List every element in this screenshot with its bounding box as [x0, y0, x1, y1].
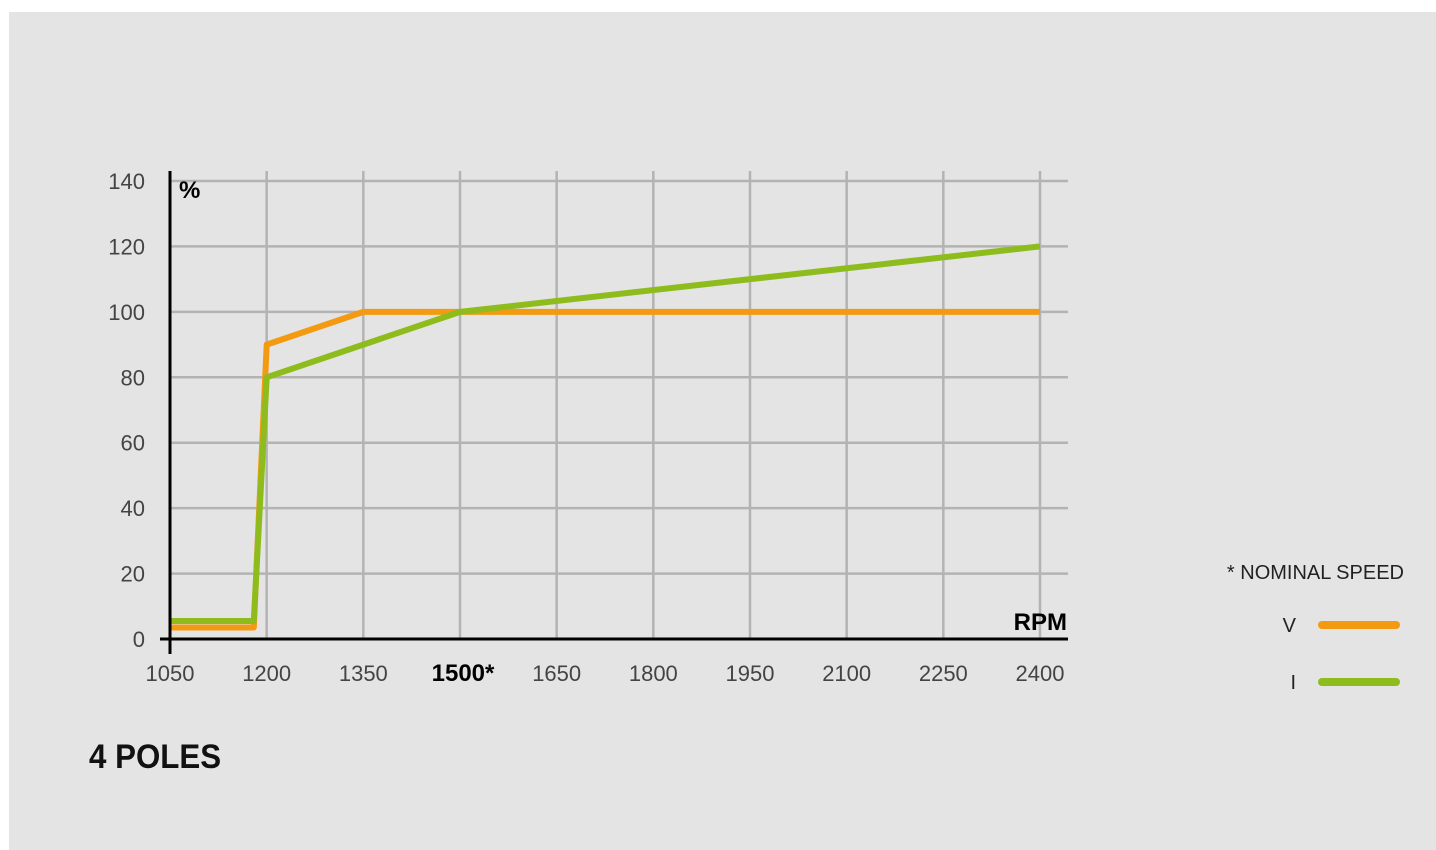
chart-panel	[9, 12, 1436, 850]
y-tick-label: 20	[121, 562, 145, 587]
y-tick-label: 80	[121, 365, 145, 390]
y-tick-labels: 0 20 40 60 80 100 120 140	[108, 169, 145, 652]
x-tick-label: 1350	[339, 661, 388, 686]
x-tick-label: 1800	[629, 661, 678, 686]
series-lines	[170, 243, 1041, 631]
axes	[160, 171, 1068, 654]
x-tick-label: 1050	[146, 661, 195, 686]
x-tick-label: 1950	[726, 661, 775, 686]
y-tick-label: 60	[121, 431, 145, 456]
poles-caption: 4 POLES	[89, 738, 222, 776]
legend-item-I: I	[1290, 672, 1400, 694]
legend-label: I	[1290, 672, 1296, 694]
x-tick-label: 2250	[919, 661, 968, 686]
y-axis-label: %	[179, 177, 200, 204]
x-axis-label: RPM	[1014, 609, 1067, 636]
x-tick-labels: 1050 1200 1350 1500* 1650 1800 1950 2100 2250 240…	[146, 660, 1065, 687]
legend-item-V: V	[1283, 615, 1400, 637]
vertical-gridlines	[265, 171, 1042, 639]
x-tick-label: 1650	[532, 661, 581, 686]
x-tick-label: 1500*	[432, 660, 495, 687]
y-tick-label: 120	[108, 234, 145, 259]
y-tick-label: 40	[121, 496, 145, 521]
series-line-I	[170, 243, 1041, 624]
nominal-speed-note: * NOMINAL SPEED	[1227, 562, 1404, 584]
x-tick-label: 2400	[1016, 661, 1065, 686]
legend-items: VI	[1283, 615, 1400, 694]
legend: * NOMINAL SPEED VI	[1227, 562, 1404, 694]
y-tick-label: 0	[133, 627, 145, 652]
y-tick-label: 140	[108, 169, 145, 194]
x-tick-label: 2100	[822, 661, 871, 686]
y-tick-label: 100	[108, 300, 145, 325]
series-line-V	[170, 308, 1040, 631]
legend-label: V	[1283, 615, 1297, 637]
horizontal-gridlines	[170, 179, 1068, 575]
x-tick-label: 1200	[242, 661, 291, 686]
